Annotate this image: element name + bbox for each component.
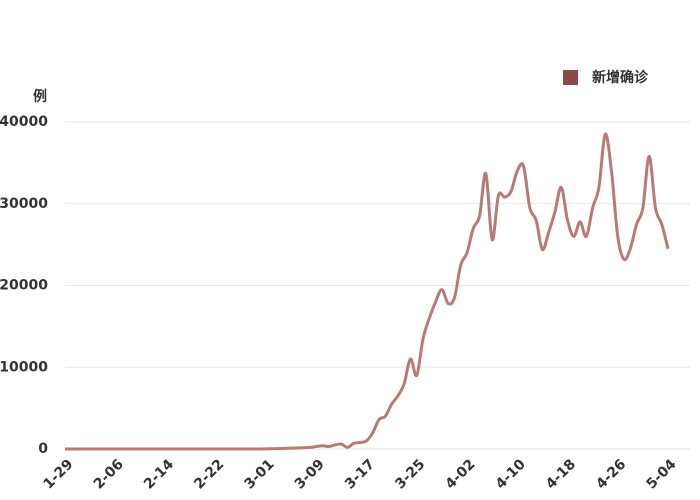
x-tick-label: 2-14: [141, 456, 177, 492]
y-axis-label: 例: [33, 88, 47, 105]
x-tick-label: 3-09: [292, 456, 328, 492]
legend-label: 新增确诊: [592, 69, 649, 86]
x-tick-label: 4-18: [543, 456, 579, 492]
y-tick-label: 10000: [0, 359, 48, 375]
x-tick-label: 3-01: [242, 456, 278, 492]
x-tick-label: 3-17: [342, 456, 378, 492]
x-tick-label: 3-25: [392, 456, 428, 492]
x-tick-label: 1-29: [41, 456, 77, 492]
y-tick-label: 30000: [0, 196, 48, 212]
x-tick-label: 4-10: [493, 456, 529, 492]
x-tick-label: 4-26: [593, 456, 629, 492]
y-tick-label: 20000: [0, 278, 48, 294]
series-line: [65, 132, 670, 451]
x-tick-label: 2-22: [191, 456, 227, 492]
x-tick-label: 5-04: [644, 456, 680, 492]
x-tick-label: 2-06: [91, 456, 127, 492]
y-tick-label: 0: [38, 441, 48, 457]
y-tick-label: 40000: [0, 114, 48, 130]
x-tick-label: 4-02: [443, 456, 479, 492]
legend-swatch: [563, 70, 578, 85]
